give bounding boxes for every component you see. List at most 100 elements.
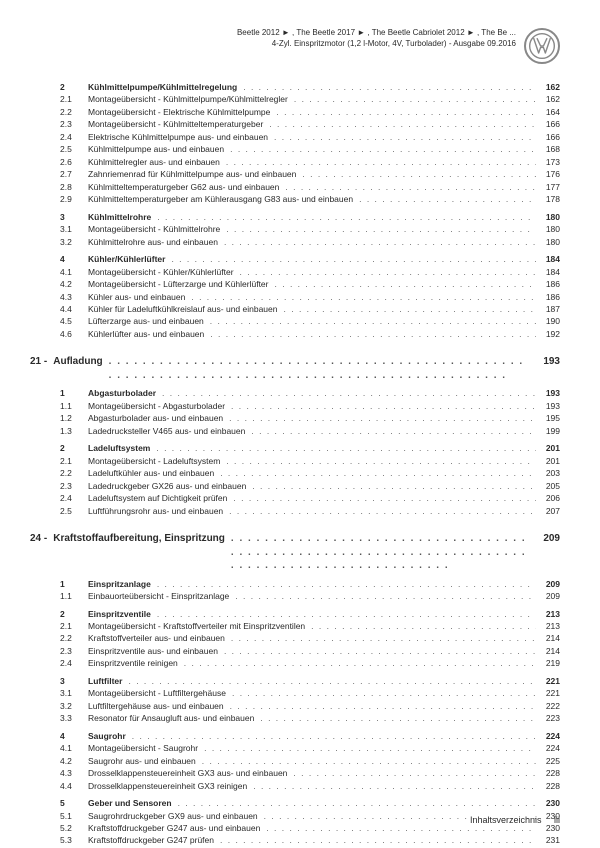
toc-entry: 2.9Kühlmitteltemperaturgeber am Kühlerau…: [60, 194, 560, 205]
toc-dots: . . . . . . . . . . . . . . . . . . . . …: [155, 212, 536, 223]
toc-entry-title: Kühlmittelregler aus- und einbauen: [88, 157, 224, 168]
toc-entry: 2.2Kraftstoffverteiler aus- und einbauen…: [60, 633, 560, 644]
toc-entry: 4.3Drosselklappensteuereinheit GX3 aus- …: [60, 768, 560, 779]
toc-entry: 3Kühlmittelrohre. . . . . . . . . . . . …: [60, 212, 560, 223]
toc-entry-title: Kraftstoffdruckgeber G247 prüfen: [88, 835, 218, 846]
toc-dots: . . . . . . . . . . . . . . . . . . . . …: [249, 426, 536, 437]
toc-entry-number: 2.9: [60, 194, 88, 205]
toc-entry-title: Einspritzventile: [88, 609, 155, 620]
toc-entry-title: Lüfterzarge aus- und einbauen: [88, 316, 208, 327]
toc-dots: . . . . . . . . . . . . . . . . . . . . …: [222, 646, 536, 657]
toc-entry-number: 5.3: [60, 835, 88, 846]
toc-entry: 2.3Ladedruckgeber GX26 aus- und einbauen…: [60, 481, 560, 492]
toc-entry-title: Montageübersicht - Elektrische Kühlmitte…: [88, 107, 274, 118]
toc-dots: . . . . . . . . . . . . . . . . . . . . …: [228, 144, 536, 155]
page-footer: Inhaltsverzeichnis iii: [470, 814, 560, 826]
toc-entry-page: 166: [536, 132, 560, 143]
toc-entry: 1.1Montageübersicht - Abgasturbolader. .…: [60, 401, 560, 412]
footer-page-number: iii: [544, 815, 560, 825]
toc-entry-title: Montageübersicht - Saugrohr: [88, 743, 202, 754]
toc-entry-title: Zahnriemenrad für Kühlmittelpumpe aus- u…: [88, 169, 300, 180]
toc-entry-number: 2.5: [60, 144, 88, 155]
toc-entry-number: 2.4: [60, 493, 88, 504]
toc-dots: . . . . . . . . . . . . . . . . . . . . …: [224, 157, 536, 168]
toc-entry-title: Montageübersicht - Kühlmittelpumpe/Kühlm…: [88, 94, 292, 105]
toc-entry: 1.3Ladedrucksteller V465 aus- und einbau…: [60, 426, 560, 437]
toc-entry-page: 207: [536, 506, 560, 517]
toc-entry: 2.1Montageübersicht - Kraftstoffverteile…: [60, 621, 560, 632]
toc-entry-number: 4.5: [60, 316, 88, 327]
toc-entry: 2Ladeluftsystem. . . . . . . . . . . . .…: [60, 443, 560, 454]
toc-entry-page: 193: [536, 401, 560, 412]
header-text-block: Beetle 2012 ► , The Beetle 2017 ► , The …: [237, 28, 516, 50]
toc-entry: 1.1Einbauorteübersicht - Einspritzanlage…: [60, 591, 560, 602]
toc-entry-page: 162: [536, 82, 560, 93]
toc-entry-number: 2.4: [60, 132, 88, 143]
toc-entry: 4.4Kühler für Ladeluftkühlkreislauf aus-…: [60, 304, 560, 315]
toc-entry: 4.2Montageübersicht - Lüfterzarge und Kü…: [60, 279, 560, 290]
toc-entry-number: 2.4: [60, 658, 88, 669]
toc-entry-title: Drosselklappensteuereinheit GX3 reinigen: [88, 781, 251, 792]
toc-entry-page: 184: [536, 267, 560, 278]
toc-entry-title: Ladeluftkühler aus- und einbauen: [88, 468, 218, 479]
toc-entry-title: Ladeluftsystem: [88, 443, 154, 454]
toc-entry: 2.8Kühlmitteltemperaturgeber G62 aus- un…: [60, 182, 560, 193]
toc-entry: 2.3Einspritzventile aus- und einbauen. .…: [60, 646, 560, 657]
toc-dots: . . . . . . . . . . . . . . . . . . . . …: [182, 658, 536, 669]
toc-entry-page: 180: [536, 224, 560, 235]
toc-entry-title: Kühler für Ladeluftkühlkreislauf aus- un…: [88, 304, 282, 315]
toc-entry-title: Saugrohr aus- und einbauen: [88, 756, 200, 767]
toc-dots: . . . . . . . . . . . . . . . . . . . . …: [227, 506, 536, 517]
toc-entry: 5.3Kraftstoffdruckgeber G247 prüfen. . .…: [60, 835, 560, 846]
toc-entry-title: Saugrohrdruckgeber GX9 aus- und einbauen: [88, 811, 262, 822]
toc-entry-page: 164: [536, 107, 560, 118]
toc-entry-title: Montageübersicht - Luftfiltergehäuse: [88, 688, 230, 699]
toc-entry-number: 3.3: [60, 713, 88, 724]
toc-entry: 4Kühler/Kühlerlüfter. . . . . . . . . . …: [60, 254, 560, 265]
toc-entry-page: 180: [536, 237, 560, 248]
toc-entry-page: 193: [536, 388, 560, 399]
toc-dots: . . . . . . . . . . . . . . . . . . . . …: [200, 756, 536, 767]
toc-entry-page: 201: [536, 456, 560, 467]
toc-entry: 3.2Kühlmittelrohre aus- und einbauen. . …: [60, 237, 560, 248]
toc-entry-page: 224: [536, 743, 560, 754]
toc-entry-page: 213: [536, 609, 560, 620]
toc-dots: . . . . . . . . . . . . . . . . . . . . …: [126, 676, 536, 687]
toc-entry-title: Kühlerlüfter aus- und einbauen: [88, 329, 208, 340]
toc-entry: 4.4Drosselklappensteuereinheit GX3 reini…: [60, 781, 560, 792]
toc-entry-number: 4: [60, 254, 88, 265]
toc-entry: 4.1Montageübersicht - Kühler/Kühlerlüfte…: [60, 267, 560, 278]
toc-dots: . . . . . . . . . . . . . . . . . . . . …: [273, 279, 537, 290]
toc-dots: . . . . . . . . . . . . . . . . . . . . …: [282, 304, 537, 315]
toc-entry-page: 176: [536, 169, 560, 180]
toc-dots: . . . . . . . . . . . . . . . . . . . . …: [160, 388, 536, 399]
toc-entry-title: Kühler aus- und einbauen: [88, 292, 189, 303]
toc-entry-title: Ladeluftsystem auf Dichtigkeit prüfen: [88, 493, 231, 504]
toc-entry-title: Einbauorteübersicht - Einspritzanlage: [88, 591, 233, 602]
toc-entry: 3Luftfilter. . . . . . . . . . . . . . .…: [60, 676, 560, 687]
toc-entry-number: 2.3: [60, 119, 88, 130]
vw-logo: [524, 28, 560, 64]
toc-entry-title: Drosselklappensteuereinheit GX3 aus- und…: [88, 768, 291, 779]
toc-dots: . . . . . . . . . . . . . . . . . . . . …: [224, 456, 536, 467]
toc-entry-page: 186: [536, 279, 560, 290]
toc-entry-number: 5.1: [60, 811, 88, 822]
toc-dots: . . . . . . . . . . . . . . . . . . . . …: [230, 688, 536, 699]
table-of-contents: 2Kühlmittelpumpe/Kühlmittelregelung. . .…: [60, 82, 560, 847]
toc-entry: 2.5Kühlmittelpumpe aus- und einbauen. . …: [60, 144, 560, 155]
toc-entry: 2Kühlmittelpumpe/Kühlmittelregelung. . .…: [60, 82, 560, 93]
toc-dots: . . . . . . . . . . . . . . . . . . . . …: [291, 768, 536, 779]
toc-entry-number: 3.2: [60, 701, 88, 712]
toc-entry-title: Kühlmitteltemperaturgeber G62 aus- und e…: [88, 182, 283, 193]
toc-entry-page: 221: [536, 688, 560, 699]
toc-entry: 1Einspritzanlage. . . . . . . . . . . . …: [60, 579, 560, 590]
toc-entry-title: Elektrische Kühlmittelpumpe aus- und ein…: [88, 132, 272, 143]
toc-entry: 3.2Luftfiltergehäuse aus- und einbauen. …: [60, 701, 560, 712]
toc-entry-number: 1: [60, 579, 88, 590]
toc-entry-title: Kühlmittelpumpe/Kühlmittelregelung: [88, 82, 241, 93]
toc-dots: . . . . . . . . . . . . . . . . . . . . …: [274, 107, 536, 118]
toc-entry-page: 178: [536, 194, 560, 205]
toc-entry-number: 2.3: [60, 481, 88, 492]
toc-entry: 4Saugrohr. . . . . . . . . . . . . . . .…: [60, 731, 560, 742]
toc-entry-page: 168: [536, 144, 560, 155]
